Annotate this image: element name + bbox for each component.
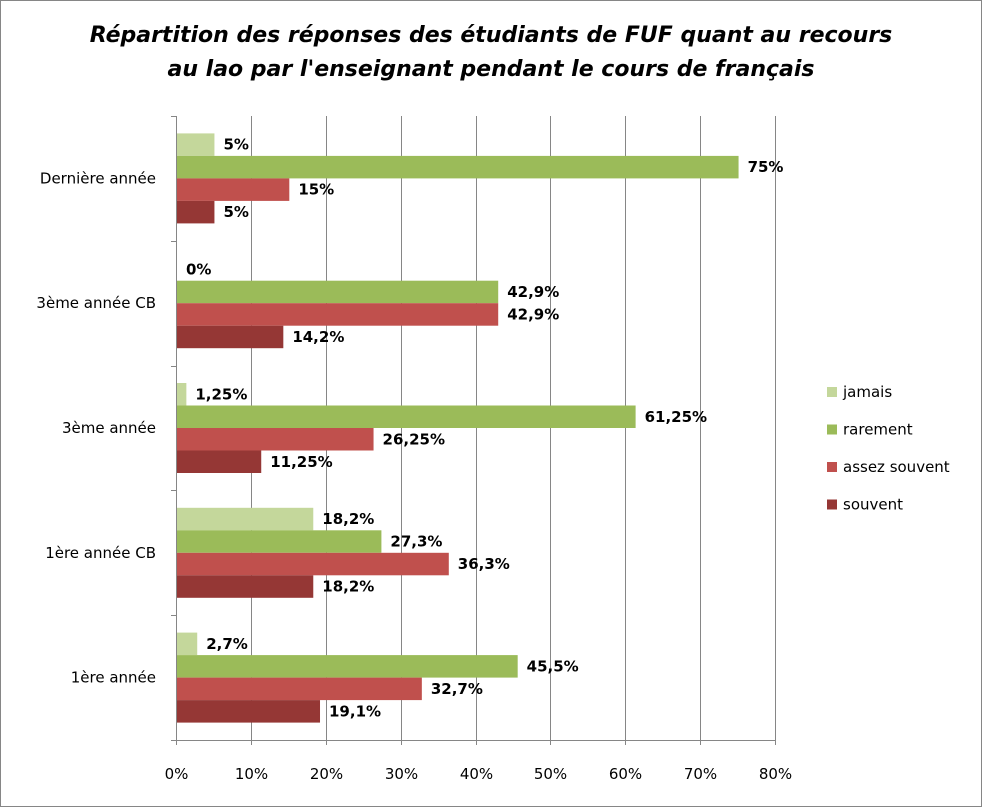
y-tick-label: 3ème année bbox=[62, 419, 156, 437]
bar-rarement bbox=[177, 155, 739, 179]
x-tick-label: 30% bbox=[385, 765, 418, 783]
data-label: 32,7% bbox=[431, 680, 483, 698]
data-label: 42,9% bbox=[507, 305, 559, 323]
bar-rarement bbox=[177, 655, 518, 678]
data-label: 2,7% bbox=[206, 635, 248, 653]
bar-souvent bbox=[177, 450, 262, 473]
data-label: 61,25% bbox=[645, 408, 707, 426]
legend-label: souvent bbox=[843, 496, 903, 514]
data-label: 75% bbox=[748, 158, 784, 176]
legend-swatch-jamais bbox=[827, 387, 837, 397]
bar-souvent bbox=[177, 700, 321, 723]
y-tick-label: 1ère année CB bbox=[45, 544, 156, 562]
data-label: 26,25% bbox=[383, 430, 445, 448]
data-label: 19,1% bbox=[329, 702, 381, 720]
bar-jamais bbox=[177, 133, 215, 156]
legend-swatch-rarement bbox=[827, 424, 837, 435]
data-label: 27,3% bbox=[390, 533, 442, 551]
legend-label: assez souvent bbox=[843, 458, 950, 476]
data-label: 1,25% bbox=[195, 385, 247, 403]
chart-title-line-2: au lao par l'enseignant pendant le cours… bbox=[167, 57, 815, 82]
legend-swatch-assez-souvent bbox=[827, 462, 837, 472]
data-label: 18,2% bbox=[322, 510, 374, 528]
bar-souvent bbox=[177, 200, 215, 224]
y-tick-label: Dernière année bbox=[40, 169, 156, 187]
x-tick-label: 0% bbox=[165, 765, 189, 783]
data-label: 45,5% bbox=[527, 657, 579, 675]
bar-assez-souvent bbox=[177, 178, 290, 201]
data-label: 36,3% bbox=[458, 555, 510, 573]
bar-rarement bbox=[177, 280, 499, 304]
data-label: 0% bbox=[186, 260, 211, 278]
y-tick-label: 1ère année bbox=[71, 669, 156, 687]
x-tick-label: 70% bbox=[684, 765, 717, 783]
bar-assez-souvent bbox=[177, 552, 449, 576]
data-label: 5% bbox=[223, 136, 248, 154]
x-tick-label: 80% bbox=[759, 765, 792, 783]
legend-label: rarement bbox=[843, 421, 913, 439]
bar-souvent bbox=[177, 325, 284, 349]
x-tick-label: 20% bbox=[310, 765, 343, 783]
bar-rarement bbox=[177, 530, 382, 553]
bar-assez-souvent bbox=[177, 428, 374, 451]
bar-jamais bbox=[177, 507, 314, 531]
legend-label: jamais bbox=[842, 383, 892, 401]
bar-souvent bbox=[177, 575, 314, 598]
bar-jamais bbox=[177, 383, 187, 406]
bar-assez-souvent bbox=[177, 303, 499, 326]
x-tick-label: 60% bbox=[609, 765, 642, 783]
bar-assez-souvent bbox=[177, 677, 422, 701]
chart-title: Répartition des réponses des étudiants d… bbox=[1, 19, 981, 87]
data-label: 14,2% bbox=[292, 328, 344, 346]
x-tick-label: 10% bbox=[235, 765, 268, 783]
y-tick-label: 3ème année CB bbox=[36, 294, 156, 312]
data-label: 11,25% bbox=[270, 453, 332, 471]
chart-title-line-1: Répartition des réponses des étudiants d… bbox=[89, 23, 893, 48]
data-label: 18,2% bbox=[322, 578, 374, 596]
legend-swatch-souvent bbox=[827, 499, 837, 510]
x-tick-label: 40% bbox=[460, 765, 493, 783]
x-tick-label: 50% bbox=[534, 765, 567, 783]
data-label: 5% bbox=[223, 203, 248, 221]
bar-rarement bbox=[177, 405, 636, 428]
bar-jamais bbox=[177, 632, 198, 656]
data-label: 42,9% bbox=[507, 283, 559, 301]
data-label: 15% bbox=[298, 181, 334, 199]
